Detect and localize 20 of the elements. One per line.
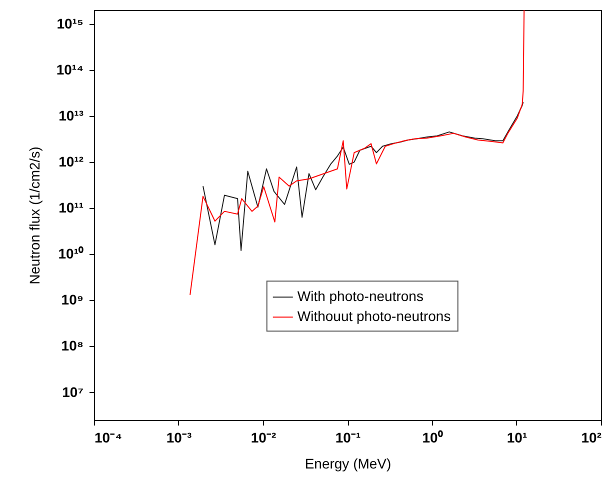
y-tick-label: 10⁹: [61, 292, 84, 308]
x-tick-label: 10⁻⁴: [94, 430, 122, 446]
x-tick-label: 10¹: [506, 430, 528, 446]
y-tick-label: 10¹⁴: [56, 61, 84, 78]
x-tick-label: 10⁻¹: [335, 430, 361, 446]
y-tick-label: 10¹³: [58, 107, 84, 124]
x-axis-title: Energy (MeV): [304, 456, 392, 472]
x-tick-label: 10⁻³: [166, 430, 192, 446]
x-tick-label: 10⁻²: [250, 430, 276, 446]
y-tick-label: 10¹⁵: [56, 15, 84, 32]
legend-label: With photo-neutrons: [297, 288, 424, 304]
legend-label: Withouut photo-neutrons: [297, 308, 451, 324]
y-tick-label: 10¹²: [58, 154, 84, 170]
y-tick-label: 10⁸: [61, 338, 84, 354]
y-tick-label: 10¹¹: [58, 200, 84, 216]
x-tick-label: 10⁰: [422, 430, 443, 446]
y-tick-label: 10¹⁰: [58, 246, 84, 262]
y-tick-label: 10⁷: [62, 384, 84, 400]
y-axis-title: Neutron flux (1/cm2/s): [26, 146, 42, 284]
x-tick-label: 10²: [581, 430, 602, 446]
